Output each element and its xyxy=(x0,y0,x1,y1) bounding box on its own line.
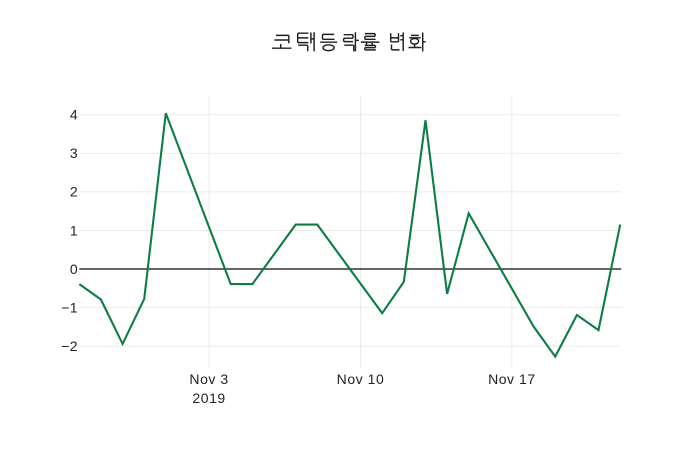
svg-text:2: 2 xyxy=(70,184,78,200)
svg-text:Nov 17: Nov 17 xyxy=(488,371,536,387)
svg-text:0: 0 xyxy=(70,261,78,277)
svg-text:4: 4 xyxy=(70,107,78,123)
svg-text:3: 3 xyxy=(70,145,78,161)
svg-text:−1: −1 xyxy=(61,299,78,315)
svg-text:−2: −2 xyxy=(61,338,78,354)
svg-text:1: 1 xyxy=(70,222,78,238)
svg-text:Nov 3: Nov 3 xyxy=(189,371,228,387)
svg-text:2019: 2019 xyxy=(192,390,225,406)
svg-text:Nov 10: Nov 10 xyxy=(337,371,385,387)
